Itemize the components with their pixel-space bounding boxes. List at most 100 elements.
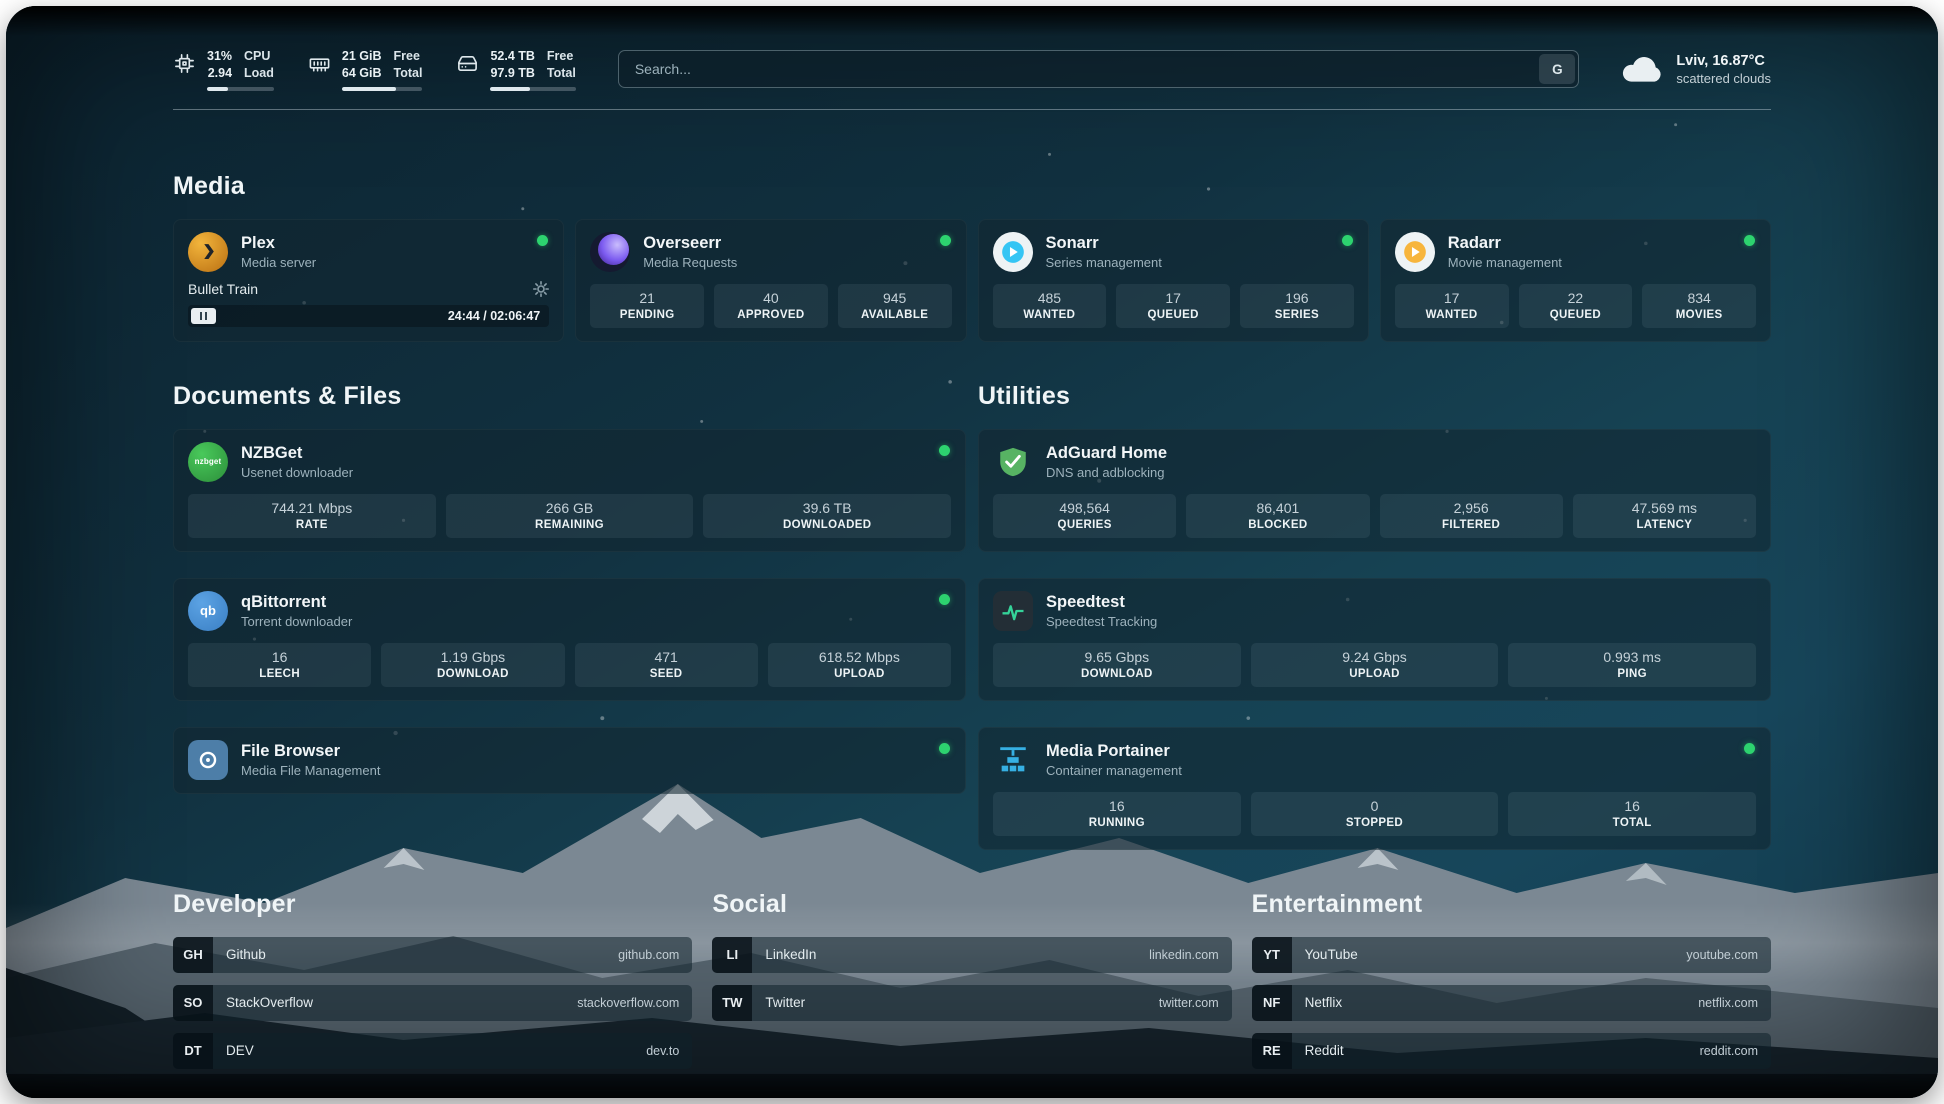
stat-box: 9.65 Gbps DOWNLOAD: [993, 642, 1241, 687]
service-description: Series management: [1045, 255, 1162, 271]
service-name: AdGuard Home: [1046, 443, 1168, 462]
bookmark-domain: github.com: [618, 947, 680, 962]
stat-box: 21 PENDING: [590, 283, 704, 328]
service-stats: 17 WANTED 22 QUEUED 834 MOVIES: [1394, 283, 1756, 328]
search-provider-button[interactable]: G: [1539, 54, 1576, 85]
stat-label: DOWNLOADED: [782, 518, 872, 531]
documents-column: Documents & Files nzbget NZBGet Usenet dow…: [173, 382, 966, 850]
service-description: Movie management: [1447, 255, 1562, 271]
service-name: Speedtest: [1046, 592, 1125, 611]
bookmark-netflix[interactable]: NF Netflix netflix.com: [1251, 984, 1771, 1021]
stat-value: 196: [1285, 289, 1309, 306]
stat-value: 744.21 Mbps: [271, 499, 353, 516]
bookmark-youtube[interactable]: YT YouTube youtube.com: [1251, 936, 1771, 973]
stat-value: 16: [1624, 797, 1640, 814]
bookmark-github[interactable]: GH Github github.com: [173, 936, 693, 973]
bookmark-group-title: Entertainment: [1251, 889, 1423, 918]
online-status-dot: [939, 444, 950, 456]
stat-label: TOTAL: [1612, 816, 1652, 829]
top-bar: 31% CPU 2.94 Load: [173, 6, 1771, 110]
bookmark-group-title: Developer: [173, 889, 296, 918]
cpu-progress-bar: [207, 86, 274, 91]
utilities-column: Utilities AdGuard Home DNS and adblocking…: [978, 382, 1771, 850]
stat-box: 22 QUEUED: [1518, 283, 1633, 328]
bookmark-domain: stackoverflow.com: [577, 995, 680, 1010]
memory-free-value: 21 GiB: [341, 49, 382, 63]
bookmark-name: DEV: [226, 1043, 254, 1058]
service-card-plex[interactable]: Plex Media server Bullet Train 24:44 / 02:0…: [173, 218, 565, 342]
service-card-filebrowser[interactable]: File Browser Media File Management: [173, 726, 966, 794]
filebrowser-icon: [188, 739, 228, 780]
bookmark-reddit[interactable]: RE Reddit reddit.com: [1251, 1032, 1771, 1069]
cpu-load-label: Load: [244, 66, 274, 81]
bookmark-twitter[interactable]: TW Twitter twitter.com: [712, 984, 1232, 1021]
service-stats: 744.21 Mbps RATE 266 GB REMAINING 39.6 TB DOW…: [188, 493, 952, 538]
stat-box: 1.19 Gbps DOWNLOAD: [381, 642, 565, 687]
disk-icon: [458, 55, 478, 72]
bookmark-abbr: GH: [173, 936, 213, 973]
service-name: qBittorrent: [241, 592, 327, 611]
now-playing-title: Bullet Train: [188, 280, 259, 297]
search-bar: G: [617, 50, 1580, 89]
service-stats: 498,564 QUERIES 86,401 BLOCKED 2,956 FILTERED…: [993, 493, 1756, 538]
memory-stats-widget: 21 GiB Free 64 GiB Total: [308, 48, 423, 91]
service-stats: 21 PENDING 40 APPROVED 945 AVAILABLE: [590, 283, 952, 328]
section-title-media: Media: [173, 171, 245, 200]
bookmark-domain: twitter.com: [1158, 995, 1219, 1010]
cpu-icon: [175, 54, 194, 73]
stat-box: 86,401 BLOCKED: [1186, 493, 1370, 538]
stat-value: 0.993 ms: [1603, 648, 1661, 665]
disk-progress-bar: [490, 86, 576, 91]
service-card-adguard[interactable]: AdGuard Home DNS and adblocking 498,564 QUE…: [978, 428, 1771, 552]
bookmark-group-developer: Developer GH Github github.com SO StackOverfl…: [173, 889, 693, 1081]
service-name: Media Portainer: [1046, 741, 1170, 760]
bookmark-abbr: RE: [1251, 1032, 1292, 1069]
stat-label: LEECH: [259, 667, 300, 680]
stat-label: DOWNLOAD: [1080, 667, 1153, 680]
service-description: Speedtest Tracking: [1046, 614, 1158, 630]
dashboard-page: 31% CPU 2.94 Load: [6, 6, 1938, 1098]
portainer-icon: [993, 740, 1033, 780]
service-stats: 16 LEECH 1.19 Gbps DOWNLOAD 471 SEED 618.52 Mb…: [188, 642, 951, 687]
search-input[interactable]: [617, 50, 1580, 89]
disk-free-label: Free: [546, 49, 574, 63]
bookmark-group-title: Social: [712, 889, 788, 918]
plex-now-playing: Bullet Train 24:44 / 02:06:47: [188, 280, 550, 327]
service-description: Torrent downloader: [241, 614, 353, 630]
stat-box: 16 TOTAL: [1508, 791, 1757, 836]
stat-label: PENDING: [619, 308, 675, 321]
bookmark-domain: netflix.com: [1698, 995, 1758, 1010]
disk-total-label: Total: [546, 66, 576, 81]
online-status-dot: [1341, 234, 1353, 246]
service-stats: 16 RUNNING 0 STOPPED 16 TOTAL: [993, 791, 1757, 836]
section-title-documents: Documents & Files: [173, 381, 402, 410]
bookmark-dev[interactable]: DT DEV dev.to: [173, 1032, 693, 1069]
service-card-qbittorrent[interactable]: qb qBittorrent Torrent downloader 16 LEECH 1.…: [173, 577, 966, 701]
stat-value: 834: [1687, 289, 1711, 306]
stat-label: SEED: [649, 667, 683, 680]
gear-icon[interactable]: [533, 280, 550, 297]
stat-value: 485: [1037, 289, 1062, 306]
service-card-overseerr[interactable]: Overseerr Media Requests 21 PENDING 40 APPROV…: [575, 218, 967, 342]
stat-label: WANTED: [1023, 308, 1076, 321]
stat-box: 2,956 FILTERED: [1379, 493, 1563, 538]
bookmark-linkedin[interactable]: LI LinkedIn linkedin.com: [712, 936, 1232, 973]
service-card-speedtest[interactable]: Speedtest Speedtest Tracking 9.65 Gbps DOWN…: [978, 577, 1771, 701]
bookmark-stackoverflow[interactable]: SO StackOverflow stackoverflow.com: [173, 984, 693, 1021]
stat-box: 16 LEECH: [188, 642, 372, 687]
pause-button[interactable]: [191, 307, 216, 324]
weather-widget: Lviv, 16.87°C scattered clouds: [1621, 53, 1771, 86]
service-card-nzbget[interactable]: nzbget NZBGet Usenet downloader 744.21 Mbps…: [173, 428, 966, 552]
disk-total-value: 97.9 TB: [490, 66, 535, 81]
documents-cards: nzbget NZBGet Usenet downloader 744.21 Mbps…: [173, 428, 966, 794]
stat-value: 16: [1109, 797, 1125, 814]
service-card-portainer[interactable]: Media Portainer Container management 16 RUN…: [978, 726, 1771, 850]
stat-box: 0 STOPPED: [1250, 791, 1499, 836]
online-status-dot: [939, 742, 950, 754]
service-card-radarr[interactable]: Radarr Movie management 17 WANTED 22 QUEUED 83…: [1379, 218, 1771, 342]
service-card-sonarr[interactable]: Sonarr Series management 485 WANTED 17 QUEUED…: [977, 218, 1369, 342]
service-name: Sonarr: [1045, 233, 1099, 252]
stat-label: UPLOAD: [1349, 667, 1400, 680]
playback-bar[interactable]: 24:44 / 02:06:47: [188, 304, 550, 327]
cpu-stats-widget: 31% CPU 2.94 Load: [173, 48, 274, 91]
